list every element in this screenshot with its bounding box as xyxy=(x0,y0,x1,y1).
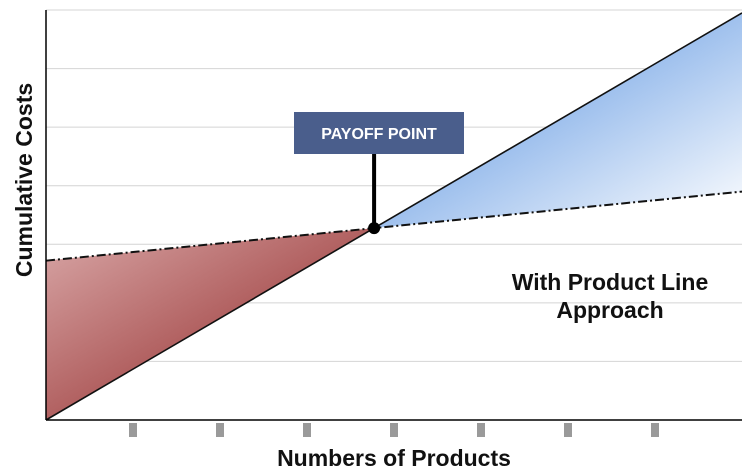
x-tick-2 xyxy=(216,423,224,437)
payoff-box xyxy=(294,112,464,154)
payoff-point-marker xyxy=(368,222,381,235)
series-line-2 xyxy=(45,190,742,262)
x-tick-6 xyxy=(564,423,572,437)
x-tick-5 xyxy=(477,423,485,437)
series-lines xyxy=(45,12,742,421)
series-line-1 xyxy=(45,12,742,421)
axes xyxy=(45,10,742,421)
y-axis-label: Cumulative Costs xyxy=(11,83,37,277)
approach-label-line1: With Product Line xyxy=(512,269,709,295)
x-tick-4 xyxy=(390,423,398,437)
x-tick-7 xyxy=(651,423,659,437)
x-axis-label: Numbers of Products xyxy=(277,445,511,470)
approach-label-line2: Approach xyxy=(556,297,663,323)
payoff-label: PAYOFF POINT xyxy=(321,126,437,143)
x-tick-3 xyxy=(303,423,311,437)
x-tick-1 xyxy=(129,423,137,437)
payoff-label-box: PAYOFF POINT xyxy=(294,112,464,154)
x-ticks xyxy=(129,423,659,437)
